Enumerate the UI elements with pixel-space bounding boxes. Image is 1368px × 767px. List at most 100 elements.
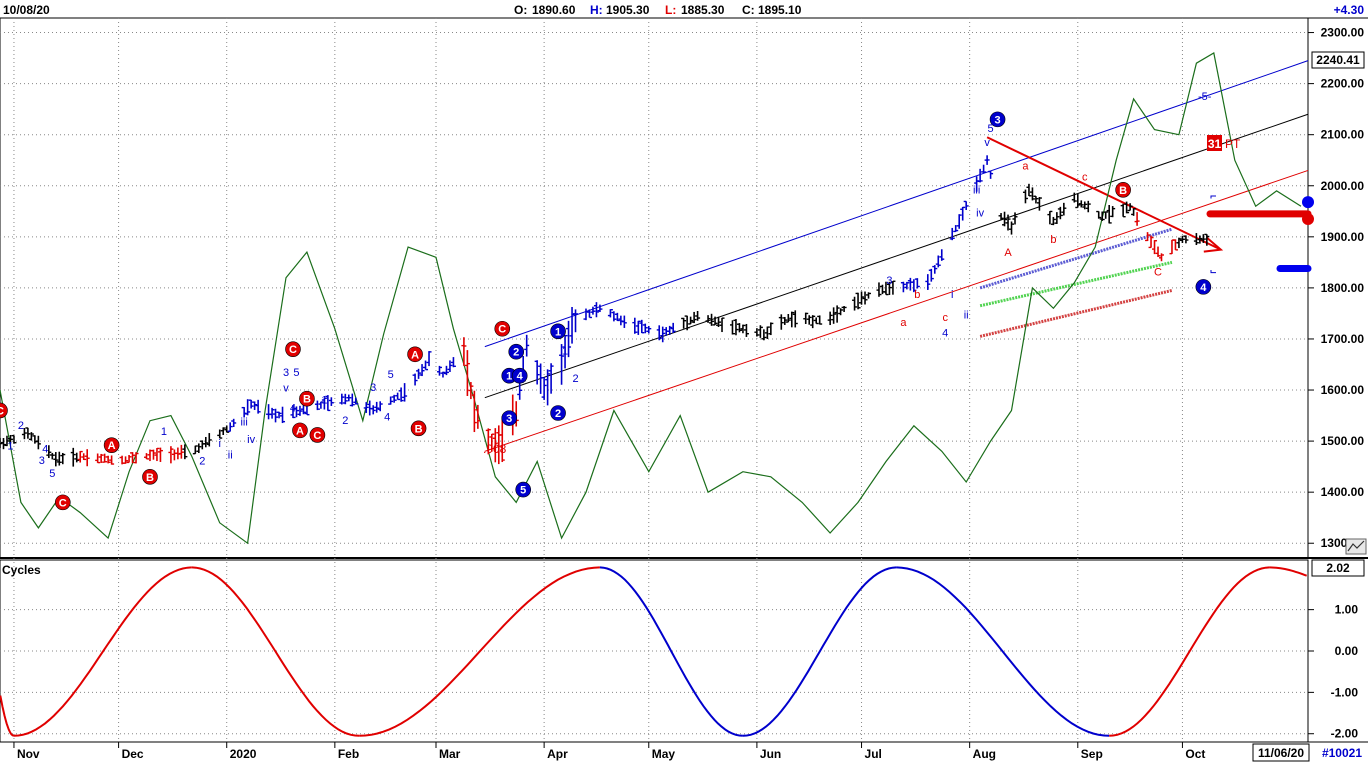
price-bar bbox=[464, 350, 470, 396]
price-bar bbox=[178, 444, 184, 459]
price-bar bbox=[1047, 210, 1053, 225]
price-bar bbox=[206, 433, 212, 447]
price-bar bbox=[911, 279, 917, 293]
wave-marker-a: A bbox=[407, 346, 423, 363]
wave-label: 4 bbox=[942, 327, 948, 339]
price-bar bbox=[810, 315, 816, 329]
price-bar bbox=[1026, 183, 1032, 197]
price-bar bbox=[621, 315, 627, 328]
month-label: Sep bbox=[1081, 747, 1103, 761]
price-bar bbox=[1005, 214, 1011, 231]
price-bar bbox=[1179, 235, 1185, 243]
wave-label: iv bbox=[976, 207, 984, 219]
price-bar bbox=[339, 393, 345, 405]
cycle-segment bbox=[896, 566, 1110, 737]
month-label: Feb bbox=[338, 747, 359, 761]
grid bbox=[0, 18, 1308, 742]
price-bar bbox=[1127, 203, 1133, 212]
price-bar bbox=[932, 265, 938, 274]
scale-icon[interactable] bbox=[1345, 538, 1367, 555]
wave-label: iv bbox=[247, 434, 255, 446]
price-bar bbox=[1103, 211, 1109, 219]
price-bar bbox=[935, 255, 941, 268]
channel-label: -5- bbox=[1198, 91, 1212, 103]
price-bar bbox=[1124, 201, 1130, 214]
price-bar bbox=[1159, 253, 1165, 262]
price-bar bbox=[105, 455, 111, 464]
marker-text: 1 bbox=[555, 326, 561, 338]
price-bar bbox=[370, 405, 376, 415]
price-bar bbox=[712, 316, 718, 326]
price-bar bbox=[192, 445, 198, 455]
date-axis: Nov Dec 2020 Feb Mar Apr May Jun Jul Aug Sep Oct bbox=[13, 742, 1205, 761]
price-bar bbox=[841, 306, 847, 312]
wave-label: iii bbox=[973, 184, 980, 196]
marker-text: B bbox=[146, 472, 154, 484]
marker-text: 5 bbox=[520, 485, 526, 497]
marker-text: A bbox=[296, 425, 304, 437]
marker-text: C bbox=[289, 344, 297, 356]
price-bar bbox=[611, 311, 617, 322]
wave-label: 2 bbox=[342, 415, 348, 427]
price-bar bbox=[803, 312, 809, 324]
price-bar bbox=[1197, 235, 1203, 244]
price-bar bbox=[1033, 195, 1039, 204]
wave-label: 1 bbox=[161, 426, 167, 438]
close-label: C: bbox=[742, 3, 755, 17]
marker-circle bbox=[550, 323, 566, 340]
marker-circle bbox=[494, 320, 511, 337]
wave-label: i bbox=[219, 438, 221, 450]
price-bar bbox=[266, 404, 272, 420]
cycle-segment bbox=[359, 566, 600, 737]
price-bar bbox=[297, 405, 303, 416]
price-bar bbox=[817, 315, 823, 325]
price-bar bbox=[614, 312, 620, 322]
current-date-box bbox=[1252, 743, 1310, 762]
price-bar bbox=[719, 317, 725, 333]
price-bar bbox=[778, 314, 784, 330]
price-bar bbox=[150, 449, 156, 460]
low-value: 1885.30 bbox=[681, 3, 725, 17]
price-bar bbox=[402, 383, 408, 402]
price-bar bbox=[792, 310, 798, 328]
price-bar bbox=[688, 316, 694, 325]
price-bar bbox=[377, 401, 383, 412]
pt-count-tag bbox=[1207, 135, 1222, 151]
price-bar bbox=[736, 323, 742, 333]
wave-marker-c: C bbox=[54, 494, 71, 511]
price-bar bbox=[660, 326, 666, 343]
price-bar bbox=[109, 455, 115, 465]
wave-label: 4 bbox=[384, 412, 390, 424]
price-bar bbox=[53, 452, 59, 467]
pt-suffix: PT bbox=[1225, 137, 1241, 151]
price-bar bbox=[77, 450, 83, 463]
wave-label: b bbox=[914, 289, 920, 301]
wave-label: 4 bbox=[290, 402, 296, 414]
price-bar bbox=[123, 456, 129, 464]
marker-text: 2 bbox=[513, 347, 519, 359]
price-bar bbox=[977, 168, 983, 183]
price-bar bbox=[1155, 246, 1161, 257]
wave-label: 3 bbox=[370, 382, 376, 394]
price-bar bbox=[566, 320, 572, 358]
price-bar bbox=[154, 447, 160, 462]
price-bar bbox=[143, 453, 149, 460]
cycle-axis: 1.00 0.00 -1.00 -2.00 bbox=[1308, 603, 1358, 741]
wave-marker-c: C bbox=[0, 402, 8, 419]
price-bar bbox=[988, 170, 994, 179]
price-bar bbox=[1078, 200, 1084, 208]
wave-label: a bbox=[1022, 160, 1029, 172]
price-bar bbox=[255, 399, 261, 414]
price-bar bbox=[485, 428, 491, 455]
marker-text: 3 bbox=[506, 413, 512, 425]
cycle-segment bbox=[1269, 566, 1308, 577]
price-bar bbox=[499, 416, 505, 463]
wave-label: C bbox=[1154, 267, 1162, 279]
cycle-segment bbox=[599, 566, 743, 737]
price-bar bbox=[949, 227, 955, 241]
price-bar bbox=[398, 387, 404, 402]
price-bar bbox=[475, 404, 481, 429]
wave-label: iii bbox=[240, 416, 247, 428]
price-bar bbox=[468, 382, 474, 400]
